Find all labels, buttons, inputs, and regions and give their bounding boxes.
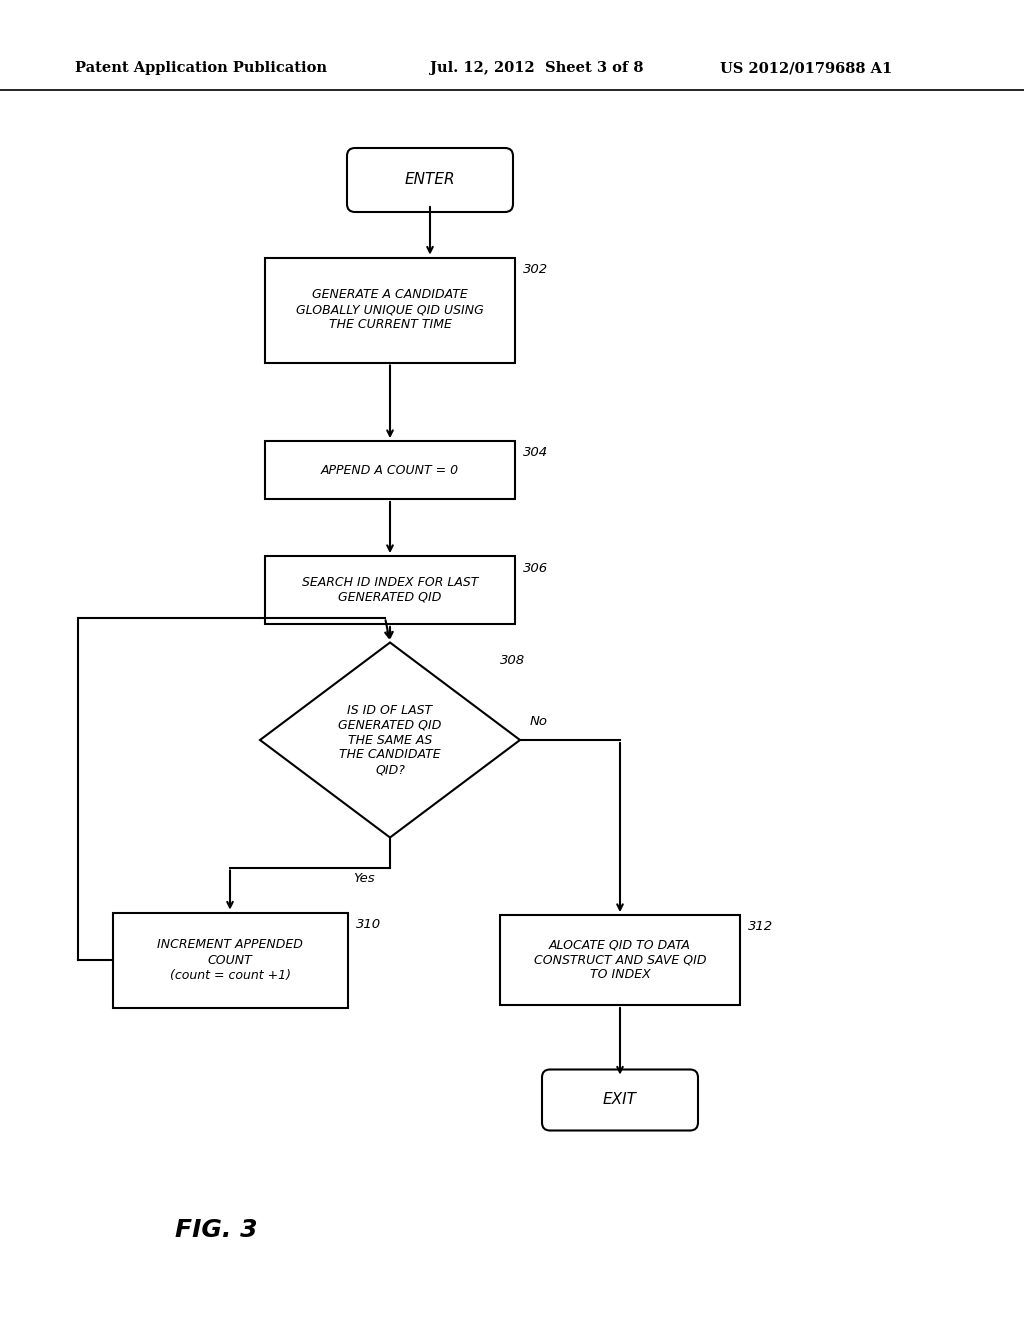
Polygon shape: [260, 643, 520, 837]
FancyBboxPatch shape: [347, 148, 513, 213]
Text: 310: 310: [355, 917, 381, 931]
Text: GENERATE A CANDIDATE
GLOBALLY UNIQUE QID USING
THE CURRENT TIME: GENERATE A CANDIDATE GLOBALLY UNIQUE QID…: [296, 289, 484, 331]
Text: ALOCATE QID TO DATA
CONSTRUCT AND SAVE QID
TO INDEX: ALOCATE QID TO DATA CONSTRUCT AND SAVE Q…: [534, 939, 707, 982]
Text: US 2012/0179688 A1: US 2012/0179688 A1: [720, 61, 892, 75]
Text: 312: 312: [748, 920, 773, 933]
Text: Yes: Yes: [353, 873, 375, 886]
Text: FIG. 3: FIG. 3: [175, 1218, 257, 1242]
Text: Patent Application Publication: Patent Application Publication: [75, 61, 327, 75]
FancyBboxPatch shape: [542, 1069, 698, 1130]
Text: 302: 302: [523, 263, 548, 276]
Bar: [265, 441, 515, 499]
Text: Jul. 12, 2012  Sheet 3 of 8: Jul. 12, 2012 Sheet 3 of 8: [430, 61, 643, 75]
Bar: [265, 556, 515, 624]
Text: 304: 304: [523, 446, 548, 459]
Text: No: No: [530, 715, 548, 729]
Text: INCREMENT APPENDED
COUNT
(count = count +1): INCREMENT APPENDED COUNT (count = count …: [157, 939, 303, 982]
Text: SEARCH ID INDEX FOR LAST
GENERATED QID: SEARCH ID INDEX FOR LAST GENERATED QID: [302, 576, 478, 605]
Bar: [113, 912, 347, 1007]
Bar: [265, 257, 515, 363]
Text: EXIT: EXIT: [603, 1093, 637, 1107]
Text: APPEND A COUNT = 0: APPEND A COUNT = 0: [321, 463, 459, 477]
Text: 306: 306: [523, 561, 548, 574]
Text: ENTER: ENTER: [404, 173, 456, 187]
Bar: [500, 915, 740, 1005]
Text: 308: 308: [500, 653, 525, 667]
Text: IS ID OF LAST
GENERATED QID
THE SAME AS
THE CANDIDATE
QID?: IS ID OF LAST GENERATED QID THE SAME AS …: [338, 704, 441, 776]
